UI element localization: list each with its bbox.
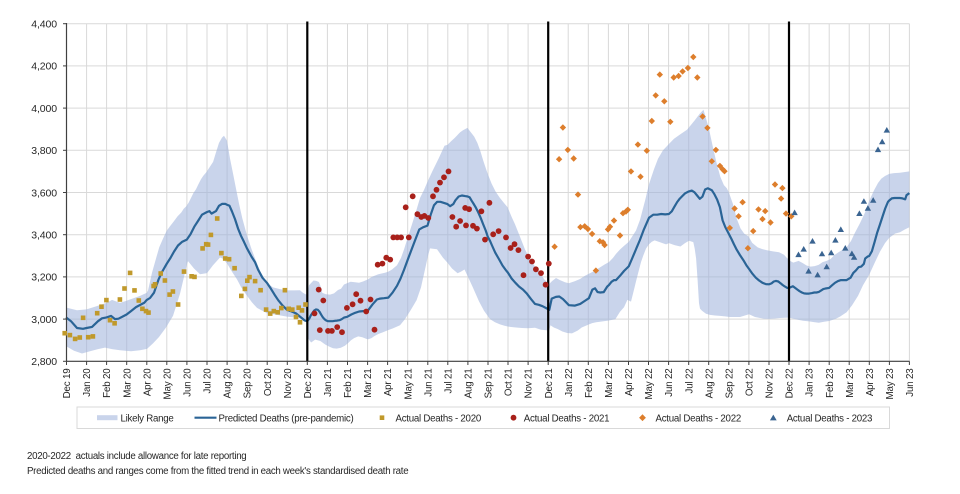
svg-text:Oct 20: Oct 20 [263,368,274,396]
svg-text:May 21: May 21 [403,369,414,400]
svg-text:3,200: 3,200 [31,272,57,284]
svg-text:Predicted Deaths (pre-pandemic: Predicted Deaths (pre-pandemic) [219,413,354,424]
svg-text:Feb 23: Feb 23 [825,368,836,398]
svg-text:2020-2022 actuals include all: 2020-2022 actuals include allowance for … [27,451,246,462]
svg-text:4,200: 4,200 [31,61,57,73]
svg-text:Jan 22: Jan 22 [564,369,575,397]
svg-text:Jul 22: Jul 22 [684,369,695,394]
svg-text:Jun 22: Jun 22 [664,369,675,397]
svg-text:Predicted deaths and ranges co: Predicted deaths and ranges come from th… [27,466,408,477]
svg-text:Jan 21: Jan 21 [323,369,334,397]
svg-text:Sep 21: Sep 21 [484,369,495,399]
svg-text:2,800: 2,800 [31,356,57,368]
svg-text:Sep 22: Sep 22 [724,369,735,399]
svg-text:Mar 21: Mar 21 [363,369,374,398]
svg-text:Jun 21: Jun 21 [423,369,434,397]
svg-text:Oct 22: Oct 22 [745,369,756,397]
svg-text:Jun 23: Jun 23 [905,368,916,397]
svg-text:Apr 23: Apr 23 [865,368,876,396]
svg-text:Jan 20: Jan 20 [82,368,93,397]
svg-text:Jan 23: Jan 23 [805,368,816,397]
svg-text:Likely Range: Likely Range [121,413,174,424]
svg-text:Jul 20: Jul 20 [203,368,214,394]
svg-text:4,000: 4,000 [31,103,57,115]
svg-text:Dec 21: Dec 21 [544,369,555,399]
svg-text:Nov 20: Nov 20 [283,368,294,399]
svg-text:3,600: 3,600 [31,187,57,199]
svg-text:Aug 22: Aug 22 [704,369,715,399]
svg-text:3,000: 3,000 [31,314,57,326]
svg-text:May 22: May 22 [644,369,655,400]
svg-text:Aug 21: Aug 21 [464,369,475,399]
svg-text:Feb 20: Feb 20 [102,368,113,398]
svg-text:Nov 21: Nov 21 [524,369,535,399]
svg-text:Actual Deaths - 2020: Actual Deaths - 2020 [396,413,482,424]
svg-text:Aug 20: Aug 20 [223,368,234,399]
svg-text:3,400: 3,400 [31,230,57,242]
svg-text:Jul 21: Jul 21 [443,369,454,394]
svg-text:Mar 23: Mar 23 [845,368,856,398]
svg-text:Mar 20: Mar 20 [122,368,133,398]
svg-text:Actual Deaths - 2021: Actual Deaths - 2021 [524,413,609,424]
svg-text:Nov 22: Nov 22 [765,369,776,399]
svg-text:May 20: May 20 [162,368,173,400]
svg-text:Dec 22: Dec 22 [785,369,796,399]
svg-text:Jun 20: Jun 20 [183,368,194,397]
svg-text:May 23: May 23 [885,368,896,400]
svg-text:Oct 21: Oct 21 [504,369,515,397]
svg-text:Apr 20: Apr 20 [142,368,153,396]
svg-text:Feb 22: Feb 22 [584,369,595,398]
svg-text:Actual Deaths - 2023: Actual Deaths - 2023 [787,413,872,424]
svg-text:Actual Deaths - 2022: Actual Deaths - 2022 [656,413,741,424]
svg-text:Mar 22: Mar 22 [604,369,615,398]
svg-text:Sep 20: Sep 20 [243,368,254,399]
svg-text:4,400: 4,400 [31,19,57,31]
svg-text:Feb 21: Feb 21 [343,369,354,398]
svg-text:Apr 21: Apr 21 [383,369,394,397]
svg-text:Apr 22: Apr 22 [624,369,635,397]
svg-text:Dec 19: Dec 19 [62,369,73,399]
svg-text:Dec 20: Dec 20 [303,368,314,399]
svg-text:3,800: 3,800 [31,145,57,157]
